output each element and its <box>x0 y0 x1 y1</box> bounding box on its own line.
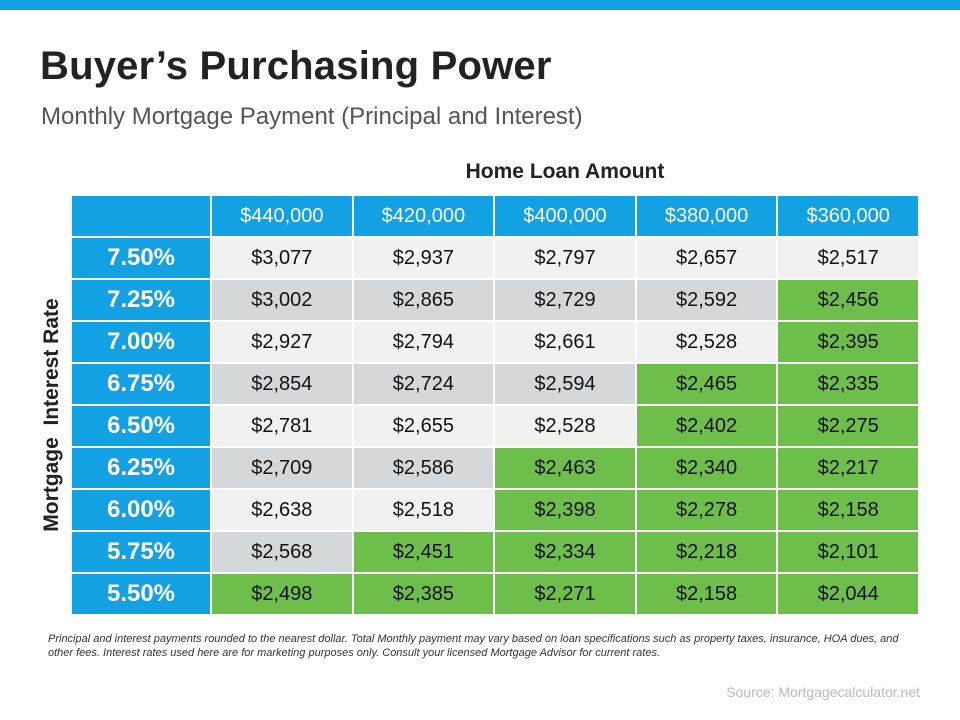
payment-cell: $2,278 <box>636 490 777 530</box>
payment-table: $440,000 $420,000 $400,000 $380,000 $360,000… <box>70 194 920 616</box>
payment-cell: $2,661 <box>495 322 635 362</box>
payment-cell: $2,657 <box>636 238 777 278</box>
payment-cell: $2,517 <box>778 238 918 278</box>
table-row: 7.50% $3,077 $2,937 $2,797 $2,657 $2,517 <box>72 238 918 278</box>
rate-header: 6.50% <box>72 406 210 446</box>
table-header-row: $440,000 $420,000 $400,000 $380,000 $360,000 <box>72 196 918 236</box>
payment-cell: $2,709 <box>212 448 352 488</box>
rate-header: 7.00% <box>72 322 210 362</box>
rate-header: 7.50% <box>72 238 210 278</box>
table-row: 5.50% $2,498 $2,385 $2,271 $2,158 $2,044 <box>72 574 918 614</box>
payment-cell: $2,335 <box>778 364 918 404</box>
top-accent-bar <box>0 0 960 10</box>
payment-cell: $2,101 <box>778 532 918 572</box>
column-header-2: $400,000 <box>495 196 635 236</box>
column-header-1: $420,000 <box>353 196 494 236</box>
payment-cell: $2,927 <box>212 322 352 362</box>
payment-cell: $2,395 <box>778 322 918 362</box>
payment-cell: $2,271 <box>495 574 635 614</box>
payment-cell: $2,854 <box>212 364 352 404</box>
payment-cell: $2,586 <box>353 448 494 488</box>
rate-header: 6.25% <box>72 448 210 488</box>
table-body: 7.50% $3,077 $2,937 $2,797 $2,657 $2,517 7.25%… <box>72 238 918 614</box>
table-row: 5.75% $2,568 $2,451 $2,334 $2,218 $2,101 <box>72 532 918 572</box>
payment-cell: $2,456 <box>778 280 918 320</box>
column-header-0: $440,000 <box>212 196 352 236</box>
payment-cell: $2,158 <box>636 574 777 614</box>
payment-cell: $2,937 <box>353 238 494 278</box>
payment-cell: $2,218 <box>636 532 777 572</box>
payment-cell: $2,781 <box>212 406 352 446</box>
table-row: 7.00% $2,927 $2,794 $2,661 $2,528 $2,395 <box>72 322 918 362</box>
payment-cell: $2,528 <box>495 406 635 446</box>
payment-cell: $2,498 <box>212 574 352 614</box>
payment-cell: $2,518 <box>353 490 494 530</box>
column-axis-label: Home Loan Amount <box>465 160 665 183</box>
payment-cell: $2,340 <box>636 448 777 488</box>
payment-cell: $2,158 <box>778 490 918 530</box>
payment-cell: $2,724 <box>353 364 494 404</box>
payment-cell: $2,334 <box>495 532 635 572</box>
payment-cell: $2,797 <box>495 238 635 278</box>
payment-cell: $2,794 <box>353 322 494 362</box>
table-row: 7.25% $3,002 $2,865 $2,729 $2,592 $2,456 <box>72 280 918 320</box>
payment-cell: $2,528 <box>636 322 777 362</box>
payment-cell: $2,594 <box>495 364 635 404</box>
payment-cell: $2,463 <box>495 448 635 488</box>
table-row: 6.00% $2,638 $2,518 $2,398 $2,278 $2,158 <box>72 490 918 530</box>
payment-cell: $2,451 <box>353 532 494 572</box>
payment-cell: $3,077 <box>212 238 352 278</box>
payment-cell: $2,398 <box>495 490 635 530</box>
rate-header: 7.25% <box>72 280 210 320</box>
payment-cell: $2,592 <box>636 280 777 320</box>
page-subtitle: Monthly Mortgage Payment (Principal and … <box>41 103 583 130</box>
payment-cell: $2,044 <box>778 574 918 614</box>
rate-header: 5.50% <box>72 574 210 614</box>
payment-cell: $2,729 <box>495 280 635 320</box>
page-title: Buyer’s Purchasing Power <box>40 44 552 88</box>
source-note: Source: Mortgagecalculator.net <box>726 684 920 700</box>
payment-cell: $2,865 <box>353 280 494 320</box>
payment-cell: $2,638 <box>212 490 352 530</box>
payment-cell: $2,402 <box>636 406 777 446</box>
table-row: 6.50% $2,781 $2,655 $2,528 $2,402 $2,275 <box>72 406 918 446</box>
table-row: 6.25% $2,709 $2,586 $2,463 $2,340 $2,217 <box>72 448 918 488</box>
payment-cell: $2,465 <box>636 364 777 404</box>
rate-header: 6.00% <box>72 490 210 530</box>
table-row: 6.75% $2,854 $2,724 $2,594 $2,465 $2,335 <box>72 364 918 404</box>
payment-cell: $2,217 <box>778 448 918 488</box>
footnote: Principal and interest payments rounded … <box>48 633 899 659</box>
row-axis-label: Mortgage Interest Rate <box>40 298 63 532</box>
payment-cell: $2,568 <box>212 532 352 572</box>
payment-cell: $2,655 <box>353 406 494 446</box>
rate-header: 5.75% <box>72 532 210 572</box>
rate-header: 6.75% <box>72 364 210 404</box>
column-header-4: $360,000 <box>778 196 918 236</box>
payment-cell: $3,002 <box>212 280 352 320</box>
table-corner <box>72 196 210 236</box>
payment-cell: $2,385 <box>353 574 494 614</box>
column-header-3: $380,000 <box>636 196 777 236</box>
payment-cell: $2,275 <box>778 406 918 446</box>
